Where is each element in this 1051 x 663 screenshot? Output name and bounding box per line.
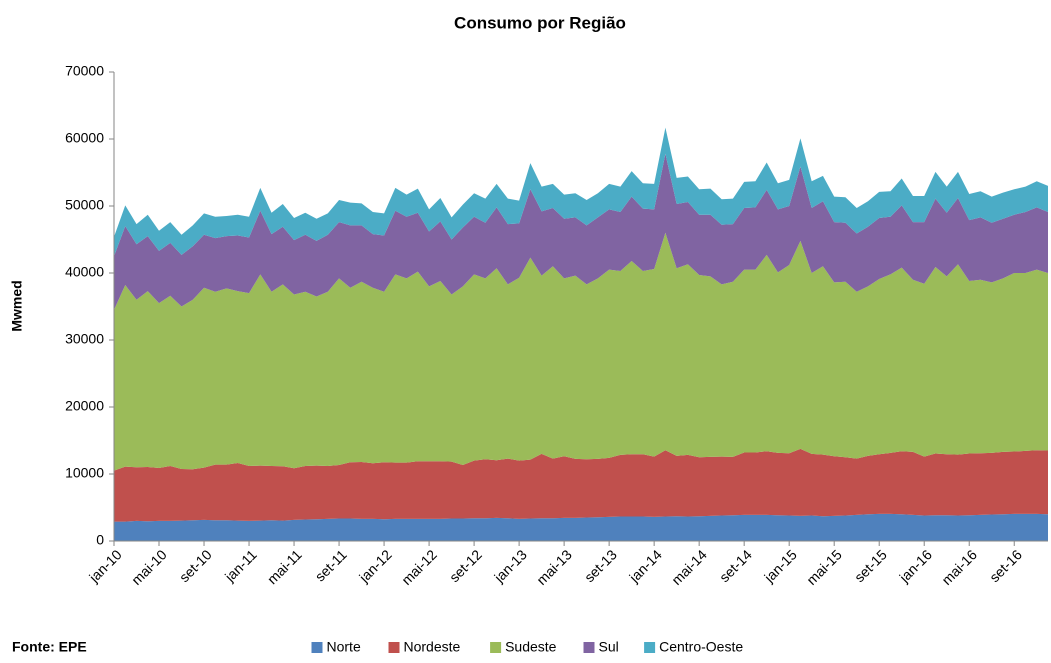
area xyxy=(114,448,1048,522)
y-tick-label: 60000 xyxy=(65,130,104,146)
y-tick-label: 70000 xyxy=(65,63,104,79)
legend-label: Centro-Oeste xyxy=(659,639,743,655)
x-tick-label: jan-11 xyxy=(221,546,260,585)
y-axis-label: Mwmed xyxy=(9,280,25,331)
areas xyxy=(114,127,1048,541)
x-tick-label: set-13 xyxy=(581,546,620,585)
legend-label: Sul xyxy=(599,639,619,655)
legend-swatch xyxy=(490,642,502,653)
y-tick-label: 30000 xyxy=(65,331,104,347)
legend-label: Norte xyxy=(327,639,361,655)
x-tick-label: mai-16 xyxy=(938,546,980,588)
x-tick-label: jan-12 xyxy=(355,546,395,586)
legend: Norte Nordeste Sudeste Sul Centro-Oeste xyxy=(311,639,743,655)
x-tick-label: set-11 xyxy=(312,546,350,584)
legend-swatch xyxy=(644,642,656,653)
y-tick-label: 0 xyxy=(96,532,104,548)
x-tick-label: jan-14 xyxy=(625,546,665,586)
y-tick-label: 50000 xyxy=(65,197,104,213)
x-tick-label: jan-13 xyxy=(490,546,530,586)
y-tick-label: 10000 xyxy=(65,465,104,481)
x-tick-label: mai-14 xyxy=(668,546,710,588)
x-tick-label: set-10 xyxy=(176,546,215,585)
x-tick-label: set-15 xyxy=(851,546,890,585)
x-tick-label: jan-10 xyxy=(85,546,125,586)
x-tick-label: set-16 xyxy=(986,546,1025,585)
legend-swatch xyxy=(388,642,400,653)
x-tick-label: jan-15 xyxy=(760,546,800,586)
area xyxy=(114,153,1048,310)
x-tick-label: mai-10 xyxy=(128,546,170,588)
x-tick-label: jan-16 xyxy=(895,546,935,586)
legend-label: Sudeste xyxy=(505,639,557,655)
y-tick-label: 40000 xyxy=(65,264,104,280)
x-tick-label: mai-11 xyxy=(264,546,305,587)
area xyxy=(114,232,1048,471)
legend-swatch xyxy=(583,642,595,653)
legend-swatch xyxy=(311,642,323,653)
x-tick-label: mai-15 xyxy=(803,546,845,588)
x-tick-label: set-14 xyxy=(716,546,755,585)
source-note: Fonte: EPE xyxy=(12,639,87,655)
legend-label: Nordeste xyxy=(404,639,461,655)
x-tick-label: set-12 xyxy=(446,546,485,585)
area xyxy=(114,513,1048,541)
x-tick-label: mai-12 xyxy=(398,546,440,588)
x-tick-label: mai-13 xyxy=(533,546,575,588)
chart-title: Consumo por Região xyxy=(454,13,626,32)
y-tick-label: 20000 xyxy=(65,398,104,414)
area xyxy=(114,127,1048,257)
